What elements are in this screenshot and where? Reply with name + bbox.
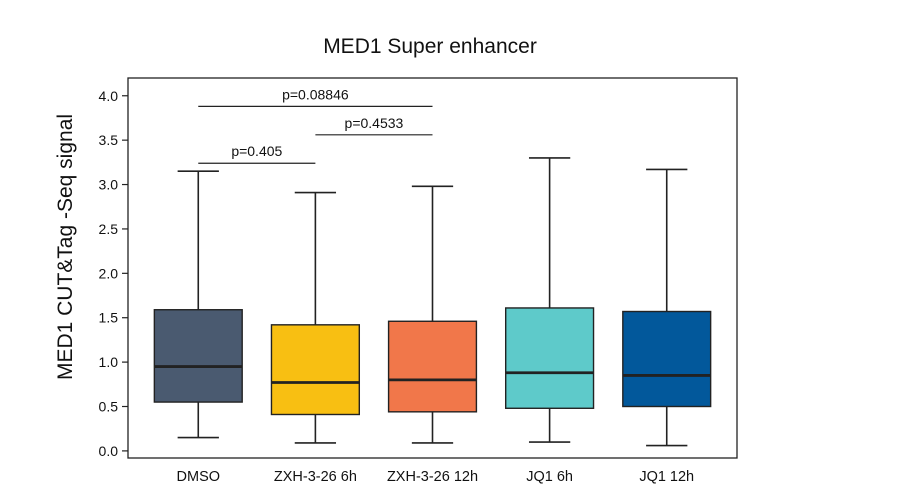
box-body [504, 307, 595, 409]
x-category-label: JQ1 6h [526, 469, 573, 485]
y-tick-label: 0.5 [99, 399, 119, 415]
y-axis-label: MED1 CUT&Tag -Seq signal [54, 114, 77, 380]
x-category-label: DMSO [177, 469, 221, 485]
y-tick-label: 1.5 [99, 310, 119, 326]
y-tick-label: 2.0 [99, 265, 119, 281]
x-category-label: JQ1 12h [639, 469, 694, 485]
p-value-label: p=0.4533 [345, 115, 404, 131]
box-body [270, 324, 361, 416]
y-tick-label: 0.0 [99, 443, 119, 459]
box-1 [153, 170, 243, 439]
y-tick-label: 4.0 [99, 88, 119, 104]
box-5 [622, 168, 712, 447]
plot-area [127, 77, 738, 459]
p-value-label: p=0.08846 [282, 86, 349, 102]
chart-title: MED1 Super enhancer [323, 35, 537, 58]
box-body [622, 310, 712, 408]
p-value-label: p=0.405 [231, 143, 282, 159]
y-tick-label: 3.0 [99, 177, 119, 193]
y-tick-label: 3.5 [99, 132, 119, 148]
y-tick-label: 2.5 [99, 221, 119, 237]
box-4 [504, 157, 595, 443]
box-body [387, 320, 478, 413]
box-body [153, 309, 243, 403]
x-category-label: ZXH-3-26 6h [274, 469, 357, 485]
box-2 [270, 191, 361, 444]
x-category-label: ZXH-3-26 12h [387, 469, 478, 485]
box-3 [387, 185, 478, 444]
y-tick-label: 1.0 [99, 354, 119, 370]
